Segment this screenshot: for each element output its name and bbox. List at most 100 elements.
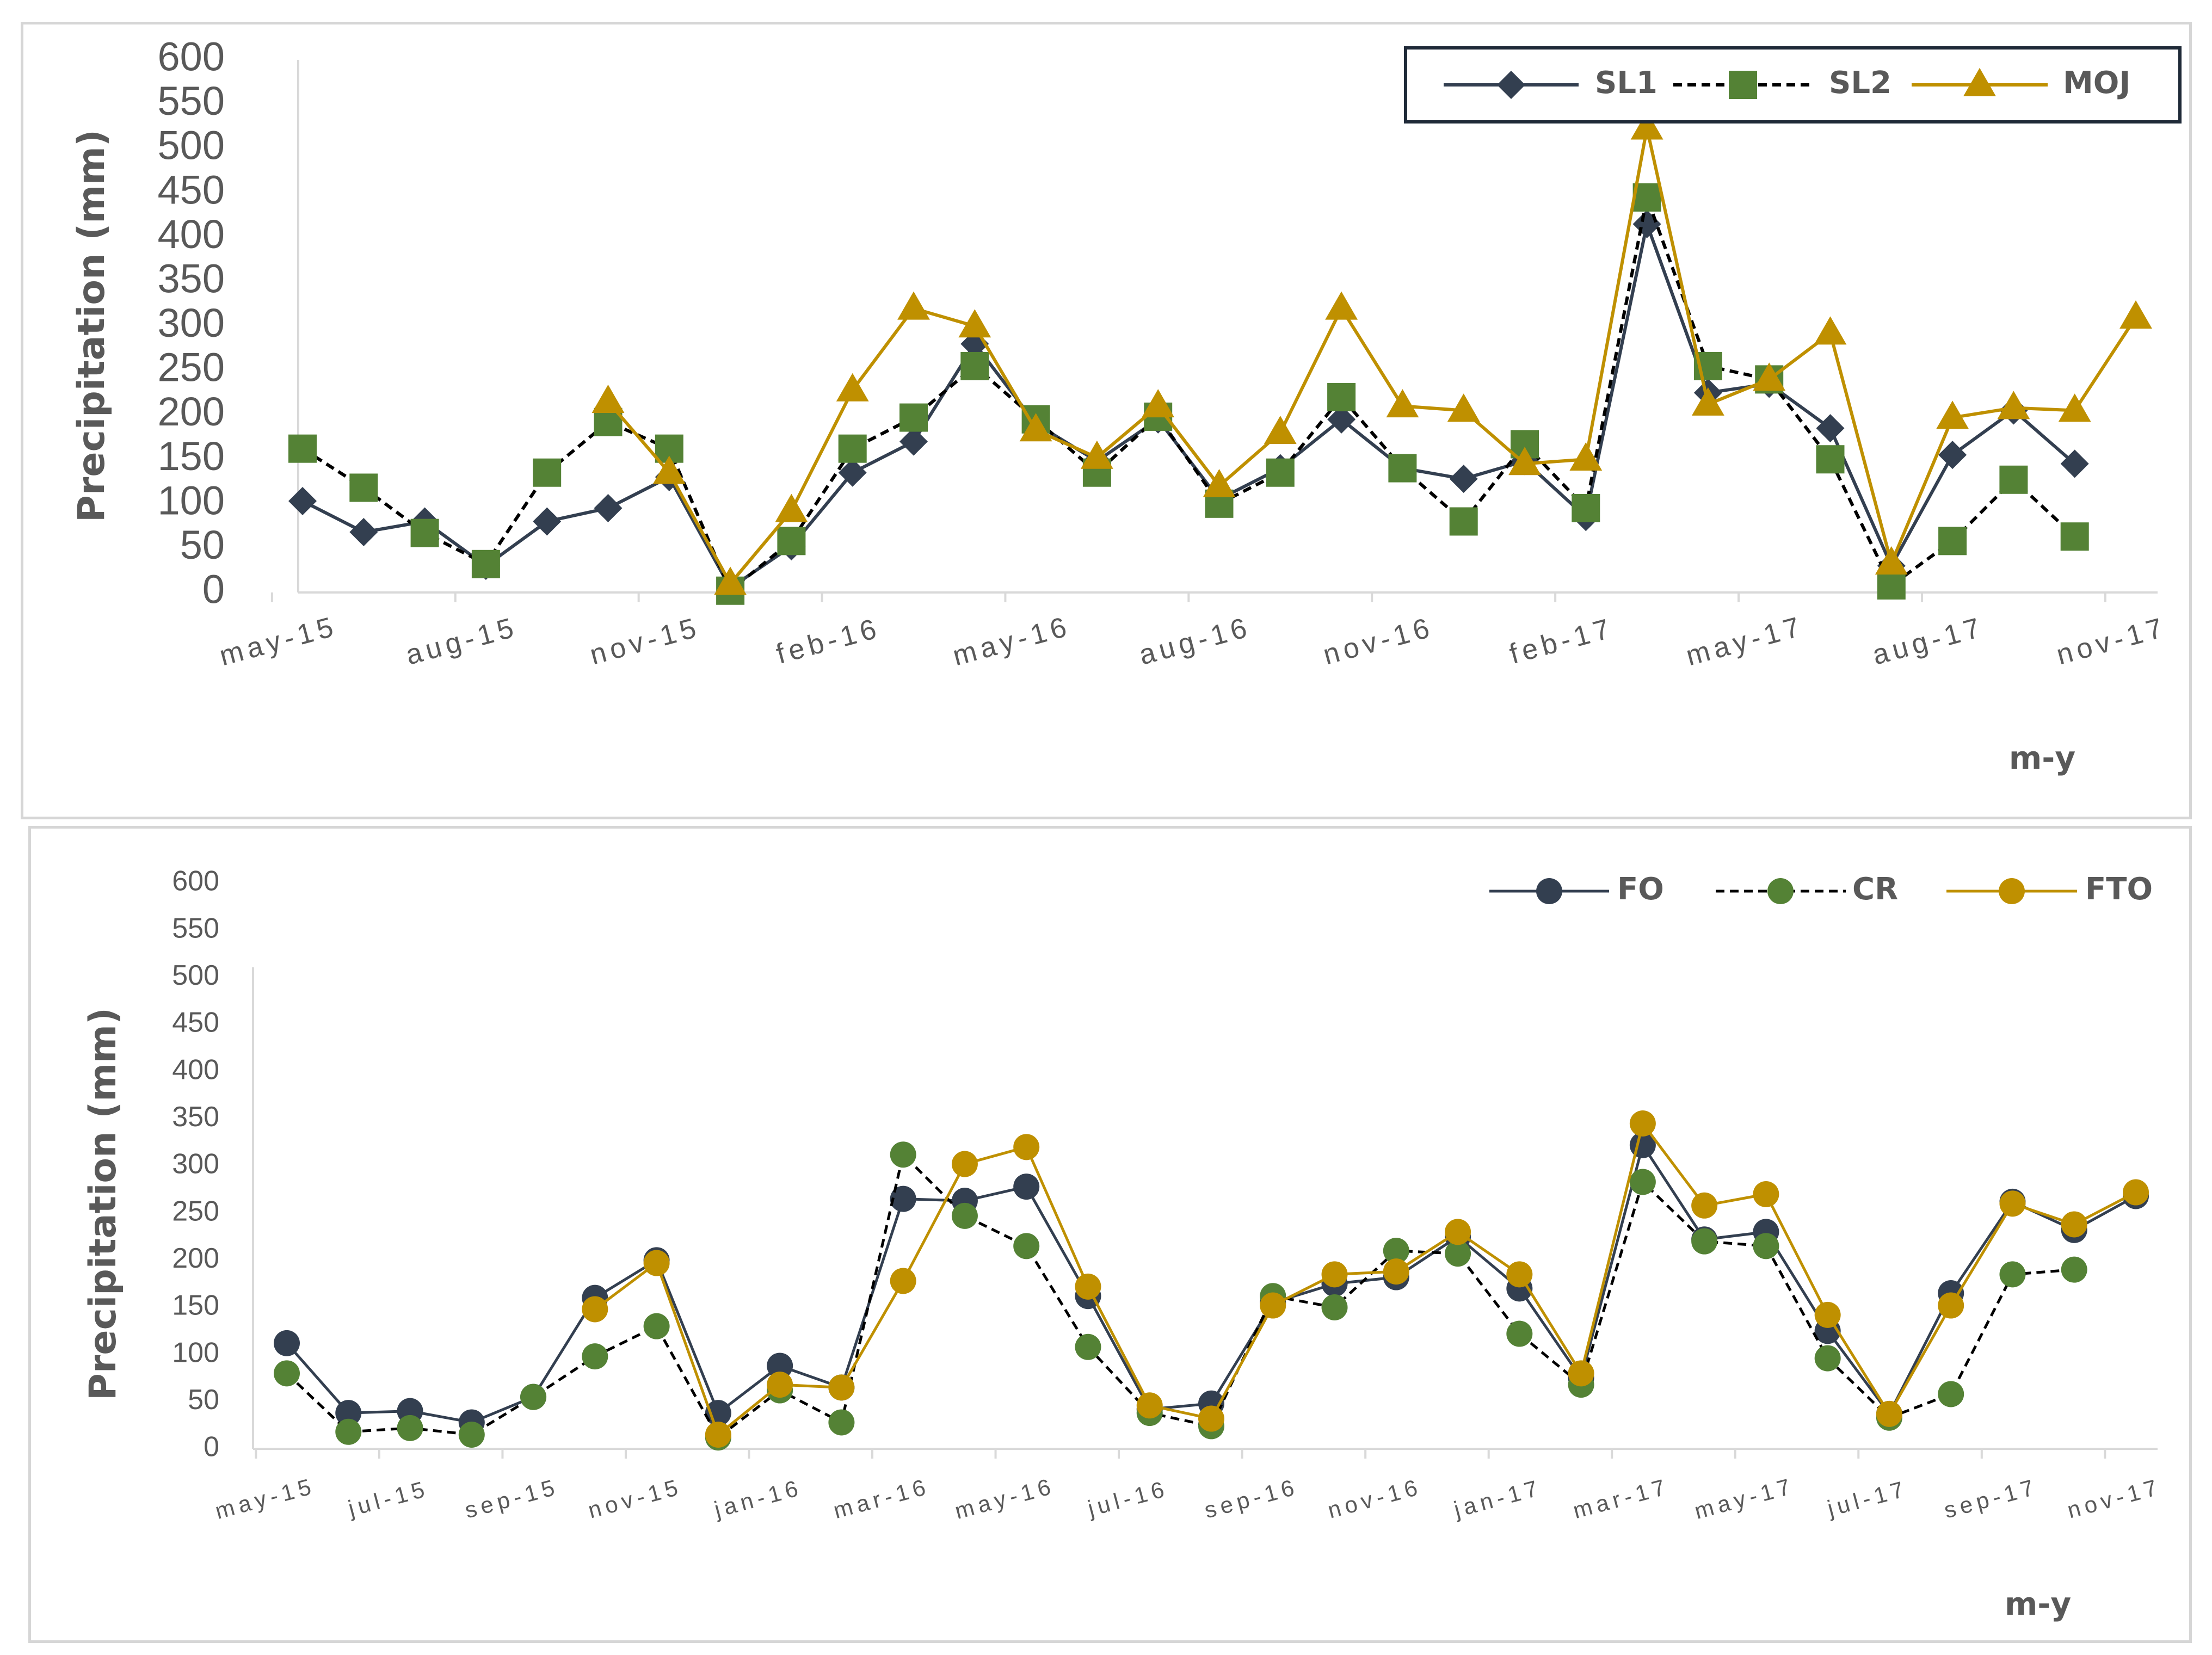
data-point-sl2: [410, 518, 439, 547]
data-point-sl2: [1266, 458, 1295, 487]
x-tick-label: jul-16: [1084, 1475, 1171, 1522]
data-point-fto: [1075, 1273, 1101, 1300]
x-tick-label: nov-17: [2065, 1473, 2164, 1523]
data-point-cr: [1938, 1381, 1964, 1407]
data-point-cr: [335, 1418, 362, 1445]
x-tick-label: jan-17: [1450, 1474, 1544, 1523]
x-tick-label: may-17: [1692, 1473, 1797, 1524]
x-tick-label: nov-16: [1320, 612, 1437, 671]
data-point-cr: [890, 1141, 916, 1168]
y-axis-title: Precipitation (mm): [82, 1008, 125, 1400]
legend-marker-fo: [1536, 878, 1562, 904]
series-fo: [274, 1132, 2149, 1436]
y-tick-label: 0: [204, 1431, 219, 1463]
legend-label-moj: MOJ: [2063, 65, 2130, 101]
data-point-moj: [1692, 387, 1724, 416]
data-point-sl2: [349, 473, 378, 502]
x-tick-label: jul-17: [1823, 1475, 1911, 1522]
data-point-fto: [705, 1422, 731, 1448]
data-point-sl2: [960, 351, 989, 380]
data-point-fto: [1321, 1261, 1348, 1288]
x-tick-label: may-15: [216, 610, 341, 672]
data-point-fto: [1198, 1405, 1224, 1432]
data-point-fto: [1814, 1301, 1841, 1328]
data-point-fto: [582, 1296, 608, 1323]
data-point-fto: [1383, 1258, 1409, 1285]
data-point-cr: [1691, 1228, 1718, 1255]
x-tick-label: nov-15: [587, 612, 704, 671]
data-point-cr: [951, 1202, 978, 1229]
y-tick-label: 300: [158, 300, 225, 345]
data-point-fto: [1938, 1292, 1964, 1319]
data-point-moj: [652, 455, 686, 484]
legend: FO CR FTO: [1489, 872, 2153, 907]
series-line-moj: [607, 126, 2137, 585]
data-point-fo: [1013, 1174, 1040, 1200]
data-point-moj: [897, 291, 930, 320]
y-tick-label: 400: [158, 212, 225, 257]
data-point-cr: [643, 1313, 670, 1339]
legend-label-sl1: SL1: [1595, 65, 1658, 101]
x-tick-label: sep-17: [1941, 1473, 2041, 1523]
data-point-sl2: [838, 434, 867, 463]
x-tick-label: sep-16: [1201, 1473, 1301, 1523]
series-line-sl1: [301, 222, 2076, 590]
x-tick-label: may-16: [950, 610, 1074, 672]
data-point-moj: [1936, 400, 1969, 429]
data-point-moj: [1386, 389, 1419, 418]
data-point-fto: [1876, 1400, 1902, 1427]
data-point-sl2: [1816, 445, 1845, 474]
data-point-sl1: [1449, 465, 1478, 493]
data-point-moj: [1325, 291, 1358, 320]
y-axis-title: Precipitation (mm): [70, 129, 113, 522]
data-point-moj: [1142, 389, 1175, 418]
data-point-sl1: [533, 507, 562, 536]
x-tick-label: aug-17: [1869, 611, 1988, 671]
series-sl1: [288, 209, 2089, 602]
data-point-cr: [520, 1384, 547, 1410]
x-tick-label: feb-17: [1506, 612, 1617, 670]
data-point-sl1: [1327, 405, 1356, 434]
y-tick-label: 550: [158, 78, 225, 123]
data-point-cr: [1506, 1320, 1533, 1347]
y-tick-label: 600: [172, 866, 219, 897]
data-point-fto: [1753, 1181, 1779, 1207]
x-tick-label: mar-17: [1570, 1473, 1672, 1523]
data-point-moj: [836, 373, 869, 402]
data-point-moj: [1081, 440, 1113, 469]
y-tick-label: 150: [158, 434, 225, 479]
data-point-moj: [1203, 469, 1236, 497]
x-tick-label: may-17: [1683, 610, 1807, 672]
data-point-cr: [1445, 1240, 1471, 1267]
chart-panel-bottom: 0 50 100 150 200 250 300 350 400 450 500 550 600 may-…: [28, 826, 2192, 1643]
data-point-sl2: [2060, 522, 2089, 551]
data-point-cr: [274, 1360, 300, 1387]
data-point-sl1: [349, 518, 378, 547]
x-axis-title: m-y: [2005, 1585, 2071, 1622]
data-point-moj: [2058, 393, 2091, 422]
data-point-sl1: [2060, 449, 2089, 478]
data-point-sl1: [838, 458, 867, 487]
y-tick-label: 350: [158, 256, 225, 301]
chart-panel-top: 0 50 100 150 200 250 300 350 400 450 500 550 600 may-…: [21, 22, 2192, 819]
legend-marker-fto: [1999, 878, 2025, 904]
data-point-cr: [1814, 1345, 1841, 1372]
data-point-moj: [1019, 413, 1052, 442]
series-fto: [582, 1110, 2149, 1448]
data-point-sl2: [1388, 454, 1417, 483]
data-point-moj: [1630, 111, 1663, 140]
data-point-moj: [775, 493, 808, 522]
data-point-sl2: [777, 527, 806, 555]
x-tick-label: sep-15: [462, 1473, 562, 1523]
data-point-sl2: [899, 403, 928, 432]
data-point-moj: [1753, 362, 1786, 391]
data-point-fo: [274, 1330, 300, 1356]
series-line-sl2: [301, 195, 2076, 592]
data-point-moj: [1875, 546, 1908, 575]
legend-marker-sl1: [1497, 71, 1525, 99]
y-tick-label: 200: [158, 389, 225, 434]
y-tick-label: 350: [172, 1101, 219, 1133]
series-line-fto: [594, 1122, 2137, 1436]
legend: SL1 SL2 MOJ: [1404, 46, 2182, 123]
